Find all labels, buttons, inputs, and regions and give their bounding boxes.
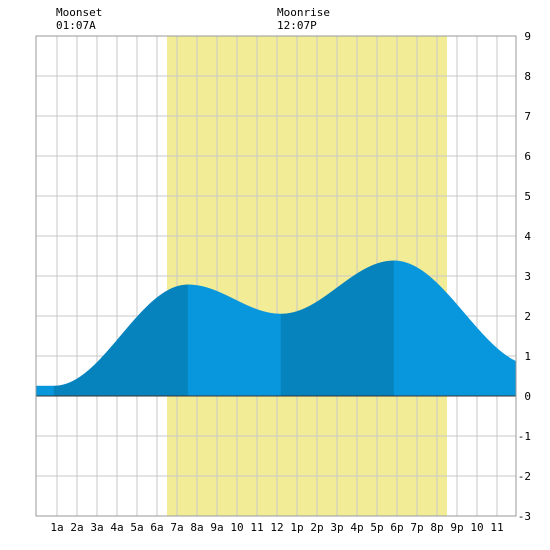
x-tick-label: 10 [230, 521, 243, 534]
x-tick-label: 9a [210, 521, 223, 534]
x-axis-labels: 1a 2a 3a 4a 5a 6a 7a 8a 9a 10 11 12 1p 2p 3p 4p 5p 6p 7p 8p… [50, 521, 503, 534]
tide-area [35, 260, 517, 397]
y-axis-labels: -3 -2 -1 0 1 2 3 4 5 6 7 8 9 [518, 30, 532, 523]
moonset-annotation: Moonset 01:07A [56, 6, 102, 32]
tide-segment [280, 260, 395, 397]
y-tick-label: 0 [524, 390, 531, 403]
y-tick-label: -2 [518, 470, 531, 483]
x-tick-label: 8a [190, 521, 203, 534]
x-tick-label: 6p [390, 521, 403, 534]
x-tick-label: 3a [90, 521, 103, 534]
x-tick-label: 7a [170, 521, 183, 534]
tide-segment [187, 284, 282, 397]
x-tick-label: 12 [270, 521, 283, 534]
y-tick-label: 7 [524, 110, 531, 123]
y-tick-label: 2 [524, 310, 531, 323]
tide-segment [53, 284, 189, 397]
x-tick-label: 3p [330, 521, 343, 534]
x-tick-label: 5a [130, 521, 143, 534]
y-tick-label: 4 [524, 230, 531, 243]
y-tick-label: 3 [524, 270, 531, 283]
x-tick-label: 7p [410, 521, 423, 534]
x-tick-label: 9p [450, 521, 463, 534]
moonrise-label: Moonrise [277, 6, 330, 19]
x-tick-label: 2a [70, 521, 83, 534]
x-tick-label: 5p [370, 521, 383, 534]
moonset-time: 01:07A [56, 19, 96, 32]
x-tick-label: 8p [430, 521, 443, 534]
tide-segment [393, 260, 517, 397]
y-tick-label: 8 [524, 70, 531, 83]
y-tick-label: 5 [524, 190, 531, 203]
moonrise-time: 12:07P [277, 19, 317, 32]
moonrise-annotation: Moonrise 12:07P [277, 6, 330, 32]
y-tick-label: -3 [518, 510, 531, 523]
moonset-label: Moonset [56, 6, 102, 19]
tide-segment [35, 385, 55, 397]
y-tick-label: 9 [524, 30, 531, 43]
y-tick-label: -1 [518, 430, 531, 443]
x-tick-label: 4p [350, 521, 363, 534]
plot-border [35, 35, 517, 517]
x-tick-label: 1a [50, 521, 63, 534]
x-tick-label: 10 [470, 521, 483, 534]
x-tick-label: 6a [150, 521, 163, 534]
x-tick-label: 4a [110, 521, 123, 534]
x-tick-label: 1p [290, 521, 303, 534]
x-tick-label: 11 [250, 521, 263, 534]
y-tick-label: 1 [524, 350, 531, 363]
x-tick-label: 11 [490, 521, 503, 534]
y-tick-label: 6 [524, 150, 531, 163]
x-tick-label: 2p [310, 521, 323, 534]
